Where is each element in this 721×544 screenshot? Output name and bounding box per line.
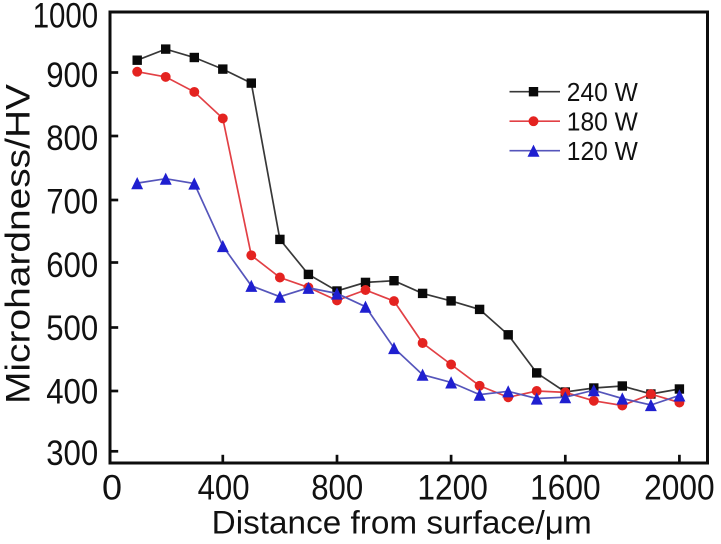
- svg-text:300: 300: [46, 434, 98, 473]
- svg-text:120 W: 120 W: [567, 138, 638, 166]
- svg-text:1000: 1000: [33, 0, 99, 35]
- svg-text:Distance from surface/μm: Distance from surface/μm: [212, 504, 592, 540]
- svg-text:180 W: 180 W: [567, 108, 638, 136]
- svg-text:2000: 2000: [644, 468, 715, 507]
- svg-text:500: 500: [46, 309, 98, 348]
- svg-text:0: 0: [102, 468, 122, 507]
- svg-text:800: 800: [46, 119, 98, 158]
- svg-text:Microhardness/HV: Microhardness/HV: [0, 84, 37, 404]
- svg-text:700: 700: [46, 183, 98, 222]
- svg-text:1600: 1600: [530, 468, 601, 507]
- svg-text:240 W: 240 W: [567, 79, 638, 107]
- svg-text:400: 400: [198, 468, 250, 507]
- svg-text:400: 400: [46, 373, 98, 412]
- svg-text:900: 900: [46, 56, 98, 95]
- svg-text:800: 800: [311, 468, 363, 507]
- svg-text:1200: 1200: [417, 468, 488, 507]
- svg-text:600: 600: [46, 246, 98, 285]
